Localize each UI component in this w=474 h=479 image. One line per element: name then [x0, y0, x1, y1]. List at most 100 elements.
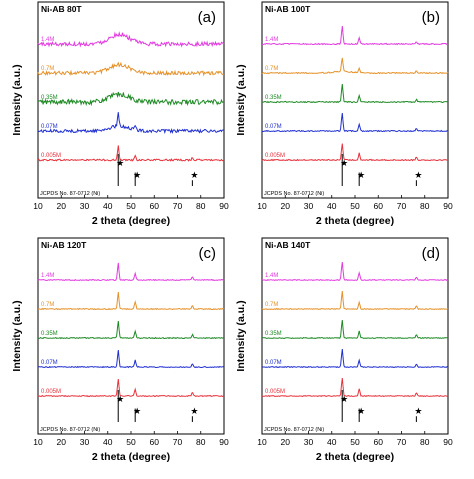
series-line-0_07M: [37, 112, 225, 135]
x-axis-label: 2 theta (degree): [316, 215, 394, 227]
series-label: 1.4M: [41, 37, 54, 43]
x-tick-label: 50: [126, 437, 136, 447]
ni-peak-marker-icon: ★: [340, 394, 348, 404]
x-tick-label: 50: [350, 437, 360, 447]
series-line-1_4M: [261, 25, 449, 46]
x-axis-label: 2 theta (degree): [316, 451, 394, 463]
y-axis-label: Intensity (a.u.): [235, 300, 247, 371]
x-tick-label: 60: [374, 201, 384, 211]
series-line-0_35M: [37, 320, 225, 340]
x-tick-label: 10: [257, 437, 267, 447]
x-tick-label: 40: [103, 201, 113, 211]
ni-peak-marker-icon: ★: [357, 406, 365, 416]
plot-frame: [261, 1, 449, 199]
series-line-0_005M: [38, 378, 225, 398]
panel-label: (a): [198, 9, 216, 26]
x-tick-label: 70: [397, 201, 407, 211]
series-line-0_07M: [261, 349, 449, 369]
reference-label: JCPDS No. 87-0712 (Ni): [264, 427, 324, 433]
x-tick-label: 60: [150, 437, 160, 447]
plot-frame: [261, 237, 449, 435]
reference-label: JCPDS No. 87-0712 (Ni): [264, 191, 324, 197]
y-axis-label: Intensity (a.u.): [235, 64, 247, 135]
x-tick-label: 10: [33, 201, 43, 211]
panel-label: (d): [422, 245, 440, 262]
x-tick-label: 20: [281, 437, 291, 447]
x-tick-label: 70: [173, 437, 183, 447]
x-tick-label: 30: [80, 437, 90, 447]
series-line-0_35M: [37, 91, 225, 107]
x-tick-label: 10: [257, 201, 267, 211]
x-tick-label: 90: [443, 437, 453, 447]
series-line-1_4M: [37, 31, 225, 48]
series-label: 0.35M: [265, 331, 282, 337]
series-label: 0.005M: [41, 389, 61, 395]
x-tick-label: 90: [219, 437, 229, 447]
ni-peak-marker-icon: ★: [133, 170, 141, 180]
series-label: 0.005M: [41, 153, 61, 159]
sample-title: Ni-AB 120T: [41, 240, 87, 250]
series-line-0_005M: [37, 145, 225, 162]
series-line-1_4M: [37, 262, 225, 282]
x-tick-label: 90: [443, 201, 453, 211]
x-tick-label: 60: [374, 437, 384, 447]
x-tick-label: 40: [327, 437, 337, 447]
chart-panel-b: 10 20 30 40 50 60 70 80 90 2 theta (degree) Intens…: [235, 1, 453, 227]
series-line-0_7M: [37, 291, 225, 311]
ni-peak-marker-icon: ★: [340, 158, 348, 168]
x-axis-label: 2 theta (degree): [92, 215, 170, 227]
ni-peak-marker-icon: ★: [116, 394, 124, 404]
x-tick-label: 70: [173, 201, 183, 211]
y-axis-label: Intensity (a.u.): [11, 64, 23, 135]
ni-peak-marker-icon: ★: [133, 406, 141, 416]
x-tick-label: 50: [350, 201, 360, 211]
series-line-0_7M: [261, 291, 449, 311]
ni-peak-marker-icon: ★: [414, 406, 422, 416]
series-line-0_07M: [262, 113, 448, 133]
series-label: 0.35M: [41, 95, 58, 101]
series-label: 0.7M: [265, 66, 278, 72]
x-tick-label: 80: [420, 201, 430, 211]
series-line-1_4M: [261, 262, 449, 282]
series-label: 1.4M: [265, 273, 278, 279]
series-line-0_7M: [261, 57, 449, 75]
series-line-0_005M: [261, 143, 448, 162]
panel-label: (b): [422, 9, 440, 26]
series-label: 0.07M: [41, 124, 58, 130]
series-label: 1.4M: [265, 37, 278, 43]
sample-title: Ni-AB 80T: [41, 4, 82, 14]
x-tick-label: 10: [33, 437, 43, 447]
series-label: 0.7M: [265, 302, 278, 308]
ni-peak-marker-icon: ★: [116, 158, 124, 168]
x-tick-label: 30: [80, 201, 90, 211]
x-axis-label: 2 theta (degree): [92, 451, 170, 463]
chart-panel-c: 10 20 30 40 50 60 70 80 90 2 theta (degree) Intens…: [11, 237, 229, 463]
series-label: 0.35M: [265, 95, 282, 101]
series-line-0_07M: [37, 349, 225, 369]
sample-title: Ni-AB 140T: [265, 240, 311, 250]
ni-peak-marker-icon: ★: [190, 170, 198, 180]
series-line-0_35M: [262, 320, 449, 340]
chart-panel-d: 10 20 30 40 50 60 70 80 90 2 theta (degree) Intens…: [235, 237, 453, 463]
series-label: 0.005M: [265, 153, 285, 159]
x-tick-label: 50: [126, 201, 136, 211]
series-label: 0.07M: [265, 124, 282, 130]
x-tick-label: 30: [304, 437, 314, 447]
x-tick-label: 90: [219, 201, 229, 211]
series-line-0_005M: [261, 378, 449, 398]
series-label: 1.4M: [41, 273, 54, 279]
x-tick-label: 70: [397, 437, 407, 447]
x-tick-label: 20: [57, 201, 67, 211]
panel-label: (c): [199, 245, 217, 262]
x-tick-label: 40: [103, 437, 113, 447]
x-tick-label: 30: [304, 201, 314, 211]
plot-frame: [37, 237, 225, 435]
series-label: 0.005M: [265, 389, 285, 395]
chart-panel-a: 10 20 30 40 50 60 70 80 90 2 theta (degree) Intens…: [11, 1, 229, 227]
series-label: 0.07M: [265, 360, 282, 366]
reference-label: JCPDS No. 87-0712 (Ni): [40, 191, 100, 197]
series-label: 0.7M: [41, 302, 54, 308]
series-label: 0.7M: [41, 66, 54, 72]
x-tick-label: 60: [150, 201, 160, 211]
